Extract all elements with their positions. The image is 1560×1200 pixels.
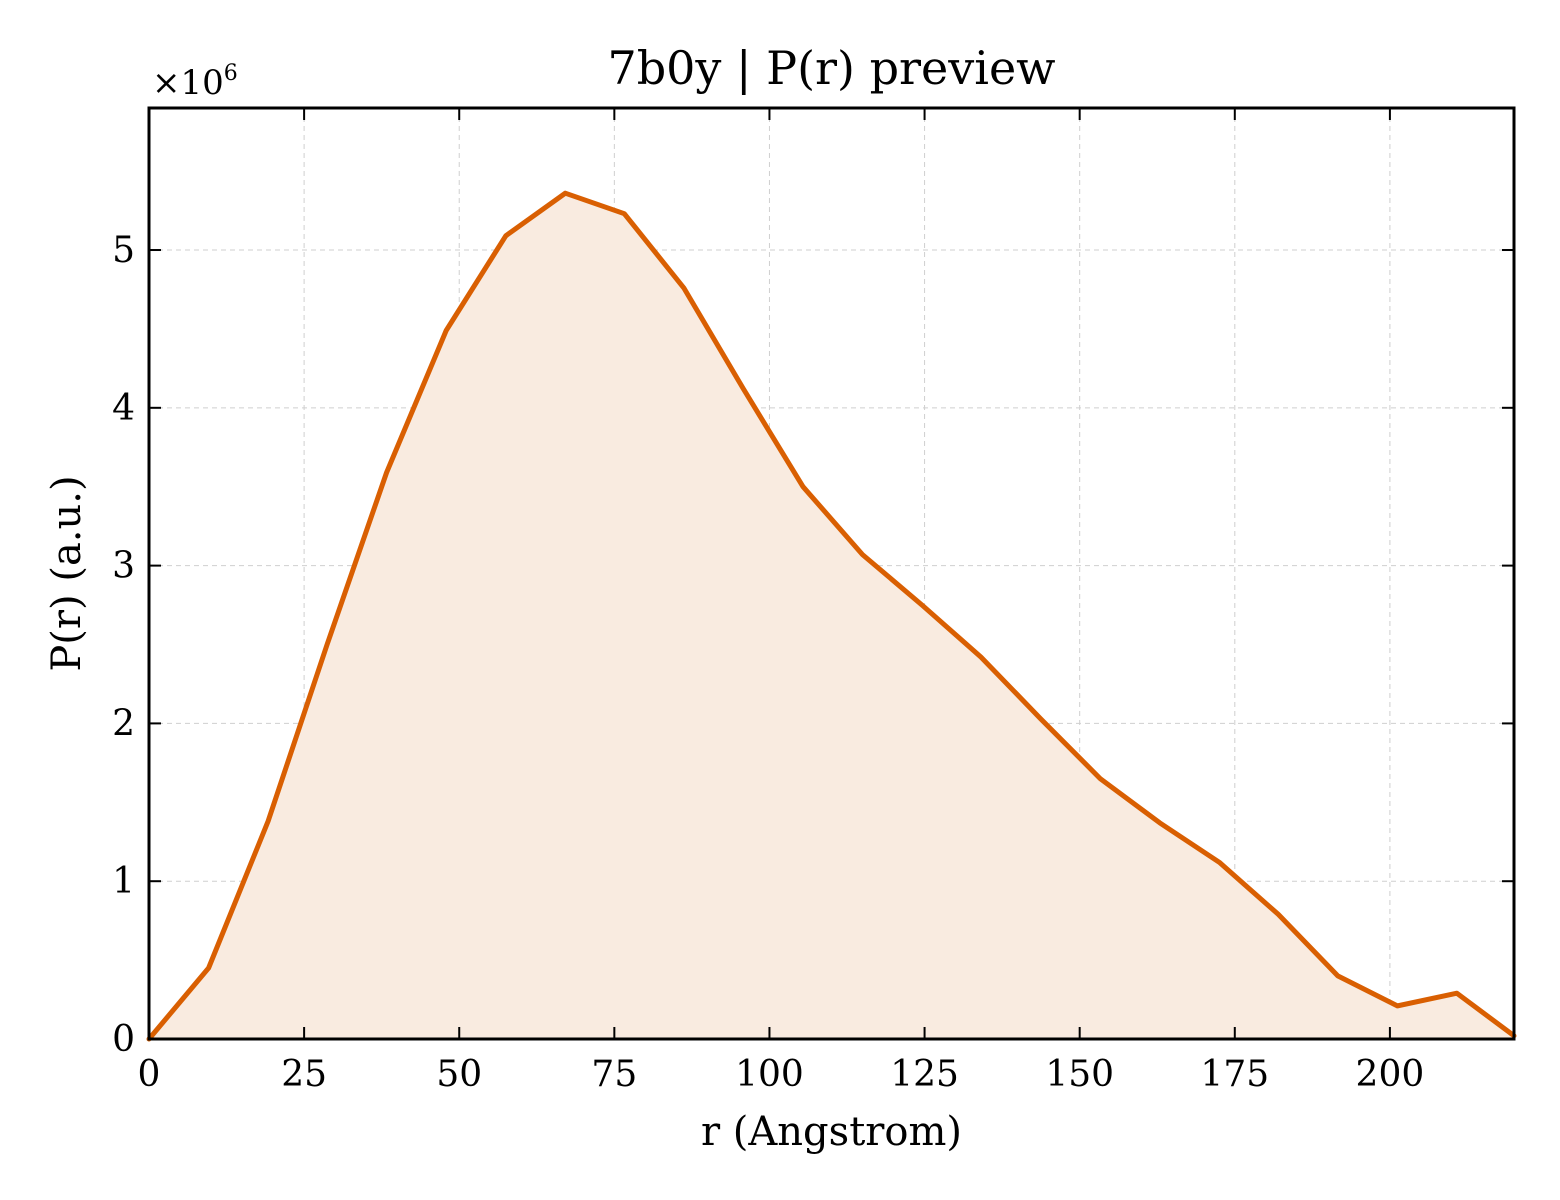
- y-tick-label: 5: [112, 230, 135, 271]
- x-tick-label: 175: [1200, 1054, 1269, 1095]
- x-tick-label: 125: [890, 1054, 959, 1095]
- y-tick-label: 3: [112, 546, 135, 587]
- y-tick-label: 4: [112, 388, 135, 429]
- plot-frame: [147, 106, 1516, 1041]
- y-offset-label: ×106: [152, 61, 238, 103]
- x-tick-label: 150: [1045, 1054, 1114, 1095]
- area-fill: [149, 193, 1514, 1039]
- y-tick-label: 0: [112, 1019, 135, 1060]
- y-tick-label: 1: [112, 861, 135, 902]
- x-tick-label: 100: [735, 1054, 804, 1095]
- y-offset-exponent: 6: [224, 61, 238, 86]
- x-tick-label: 50: [436, 1054, 482, 1095]
- x-tick-label: 0: [138, 1054, 161, 1095]
- ticks: 0 25 50 75 100 125 150 175 200 0 1 2 3 4 5: [112, 108, 1514, 1095]
- x-tick-label: 25: [281, 1054, 327, 1095]
- x-tick-label: 75: [591, 1054, 637, 1095]
- series-line: [146, 190, 1517, 1042]
- chart-title: 7b0y | P(r) preview: [607, 41, 1055, 95]
- x-tick-label: 200: [1356, 1054, 1425, 1095]
- y-tick-label: 2: [112, 703, 135, 744]
- y-axis-label: P(r) (a.u.): [44, 475, 90, 671]
- x-axis-label: r (Angstrom): [701, 1109, 962, 1155]
- y-offset-base: ×10: [152, 63, 224, 103]
